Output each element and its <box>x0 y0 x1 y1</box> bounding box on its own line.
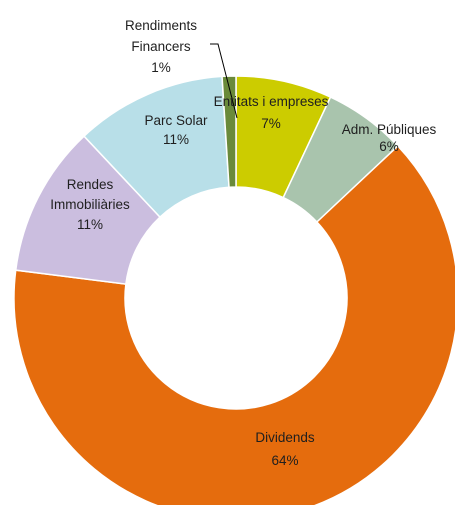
data-label-rendes-immobiliaries: Rendes Immobiliàries 11% <box>50 177 130 232</box>
data-label-dividends: Dividends 64% <box>255 430 315 468</box>
data-label-parc-solar: Parc Solar 11% <box>144 113 208 147</box>
leader-line-rendiments-financers <box>210 43 238 119</box>
slices-layer <box>13 75 455 505</box>
slice-dividends <box>13 144 455 505</box>
leader-lines <box>210 43 238 119</box>
data-label-entitats-i-empreses: Entitats i empreses 7% <box>214 94 329 131</box>
data-labels: Entitats i empreses 7% Adm. Públiques 6% Div… <box>50 18 436 468</box>
data-label-rendiments-financers: Rendiments Financers 1% <box>125 18 197 75</box>
data-label-adm-publiques: Adm. Públiques 6% <box>342 122 437 154</box>
